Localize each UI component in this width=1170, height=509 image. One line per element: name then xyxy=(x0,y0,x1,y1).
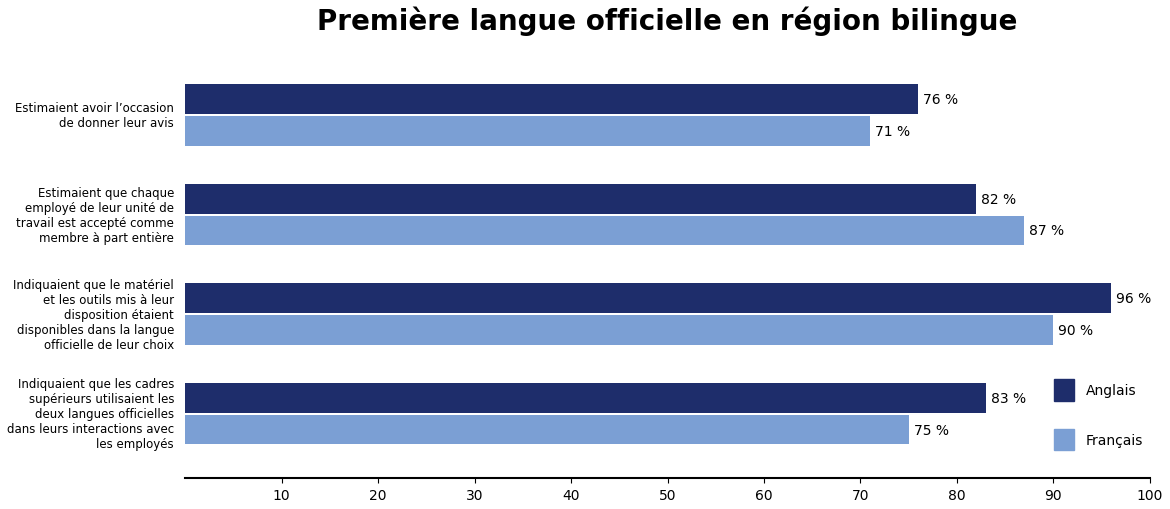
Text: 71 %: 71 % xyxy=(875,125,910,138)
Text: 75 %: 75 % xyxy=(914,422,949,437)
Bar xyxy=(185,85,918,115)
Bar xyxy=(185,284,1112,314)
Text: 90 %: 90 % xyxy=(1058,323,1093,337)
Bar xyxy=(185,184,976,214)
Bar xyxy=(185,383,986,413)
Legend: Anglais, Français: Anglais, Français xyxy=(1054,380,1143,450)
Bar xyxy=(185,117,870,147)
Text: 87 %: 87 % xyxy=(1030,224,1065,238)
Bar xyxy=(185,316,1053,345)
Title: Première langue officielle en région bilingue: Première langue officielle en région bil… xyxy=(317,7,1018,36)
Text: 82 %: 82 % xyxy=(982,192,1017,206)
Text: 83 %: 83 % xyxy=(991,391,1026,405)
Text: 96 %: 96 % xyxy=(1116,292,1151,305)
Bar xyxy=(185,216,1025,246)
Bar xyxy=(185,415,909,445)
Text: 76 %: 76 % xyxy=(923,93,958,107)
